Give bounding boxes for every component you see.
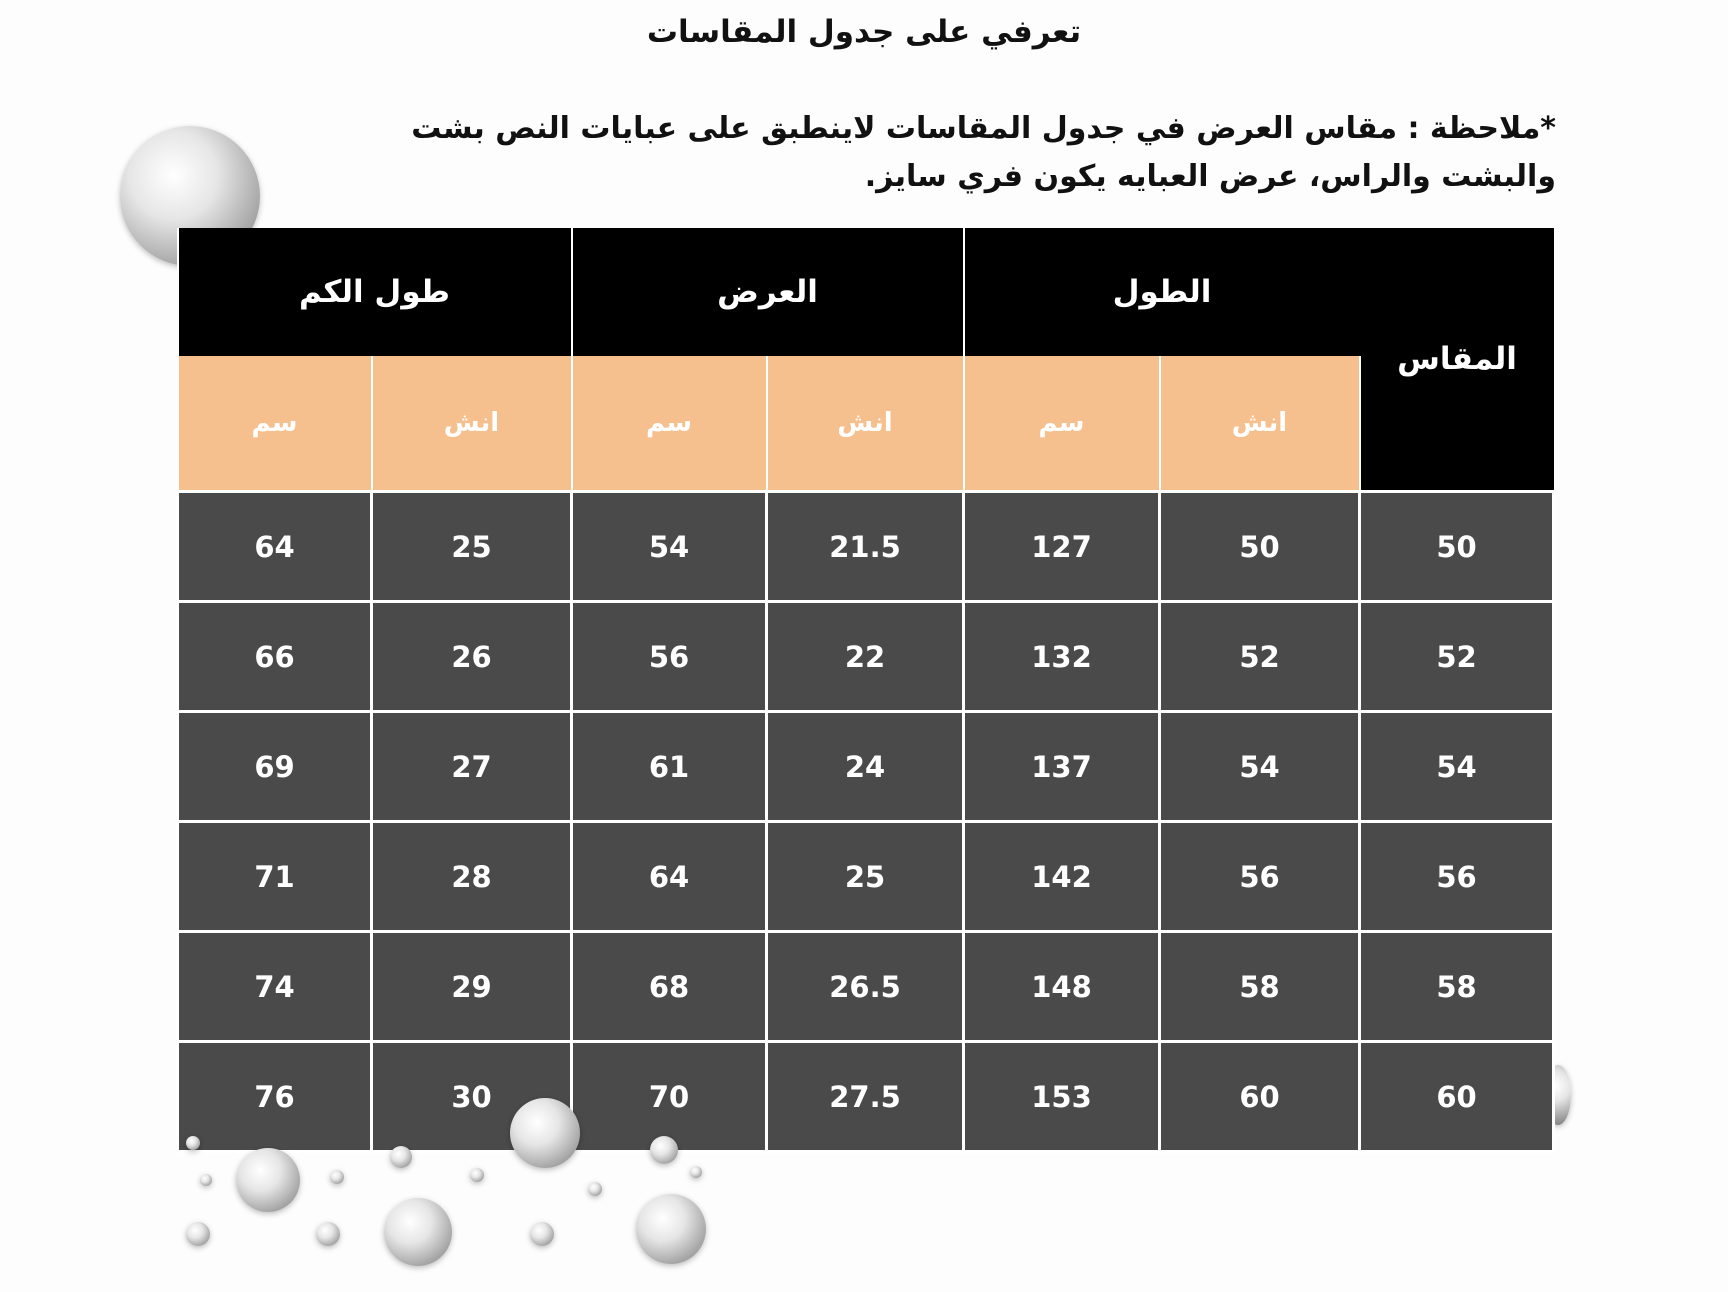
table-row: 56 56 142 25 64 28 71 — [176, 820, 1555, 933]
cell-size: 56 — [1358, 820, 1555, 933]
page-title: تعرفي على جدول المقاسات — [646, 14, 1082, 50]
unit-inch: انش — [370, 356, 573, 493]
cell-width-cm: 70 — [570, 1040, 768, 1153]
table-row: 58 58 148 26.5 68 29 74 — [176, 930, 1555, 1043]
cell-size: 52 — [1358, 600, 1555, 713]
cell-length-cm: 153 — [962, 1040, 1161, 1153]
cell-size: 58 — [1358, 930, 1555, 1043]
cell-sleeve-cm: 71 — [176, 820, 373, 933]
cell-sleeve-cm: 69 — [176, 710, 373, 823]
cell-width-in: 25 — [765, 820, 965, 933]
cell-width-in: 26.5 — [765, 930, 965, 1043]
pearl-decoration — [530, 1222, 554, 1246]
cell-width-in: 22 — [765, 600, 965, 713]
cell-length-cm: 142 — [962, 820, 1161, 933]
table-row: 50 50 127 21.5 54 25 64 — [176, 490, 1555, 603]
size-chart-table: المقاس الطول العرض طول الكم انش سم انش س… — [176, 228, 1555, 1153]
cell-width-cm: 56 — [570, 600, 768, 713]
table-row: 54 54 137 24 61 27 69 — [176, 710, 1555, 823]
pearl-decoration — [470, 1168, 484, 1182]
header-size: المقاس — [1359, 228, 1554, 492]
table-row: 60 60 153 27.5 70 30 76 — [176, 1040, 1555, 1153]
cell-length-cm: 137 — [962, 710, 1161, 823]
pearl-decoration — [510, 1098, 580, 1168]
cell-length-in: 60 — [1158, 1040, 1361, 1153]
unit-inch: انش — [1158, 356, 1361, 493]
cell-length-in: 52 — [1158, 600, 1361, 713]
cell-length-cm: 127 — [962, 490, 1161, 603]
cell-width-cm: 64 — [570, 820, 768, 933]
cell-width-cm: 68 — [570, 930, 768, 1043]
pearl-decoration — [390, 1146, 412, 1168]
cell-sleeve-in: 29 — [370, 930, 573, 1043]
cell-width-in: 27.5 — [765, 1040, 965, 1153]
unit-inch: انش — [765, 356, 965, 493]
pearl-decoration — [650, 1136, 678, 1164]
cell-length-in: 54 — [1158, 710, 1361, 823]
cell-length-in: 56 — [1158, 820, 1361, 933]
cell-length-in: 50 — [1158, 490, 1361, 603]
pearl-decoration — [186, 1136, 200, 1150]
cell-length-in: 58 — [1158, 930, 1361, 1043]
cell-width-cm: 54 — [570, 490, 768, 603]
cell-size: 54 — [1358, 710, 1555, 823]
cell-width-cm: 61 — [570, 710, 768, 823]
pearl-decoration — [690, 1166, 702, 1178]
cell-sleeve-cm: 76 — [176, 1040, 373, 1153]
cell-sleeve-in: 28 — [370, 820, 573, 933]
size-note: *ملاحظة : مقاس العرض في جدول المقاسات لا… — [411, 111, 1556, 194]
cell-sleeve-cm: 74 — [176, 930, 373, 1043]
pearl-decoration — [330, 1170, 344, 1184]
cell-width-in: 21.5 — [765, 490, 965, 603]
cell-width-in: 24 — [765, 710, 965, 823]
pearl-decoration — [200, 1174, 212, 1186]
header-sleeve: طول الكم — [176, 228, 572, 356]
cell-length-cm: 148 — [962, 930, 1161, 1043]
cell-sleeve-in: 27 — [370, 710, 573, 823]
header-length: الطول — [962, 228, 1360, 356]
cell-size: 60 — [1358, 1040, 1555, 1153]
pearl-decoration — [636, 1194, 706, 1264]
cell-length-cm: 132 — [962, 600, 1161, 713]
header-width: العرض — [570, 228, 964, 356]
unit-cm: سم — [962, 356, 1161, 493]
cell-size: 50 — [1358, 490, 1555, 603]
pearl-decoration — [588, 1182, 602, 1196]
pearl-decoration — [384, 1198, 452, 1266]
table-row: 52 52 132 22 56 26 66 — [176, 600, 1555, 713]
cell-sleeve-cm: 66 — [176, 600, 373, 713]
cell-sleeve-cm: 64 — [176, 490, 373, 603]
cell-sleeve-in: 25 — [370, 490, 573, 603]
cell-sleeve-in: 26 — [370, 600, 573, 713]
unit-cm: سم — [176, 356, 373, 493]
pearl-decoration — [186, 1222, 210, 1246]
pearl-decoration — [316, 1222, 340, 1246]
pearl-decoration — [236, 1148, 300, 1212]
unit-cm: سم — [570, 356, 768, 493]
